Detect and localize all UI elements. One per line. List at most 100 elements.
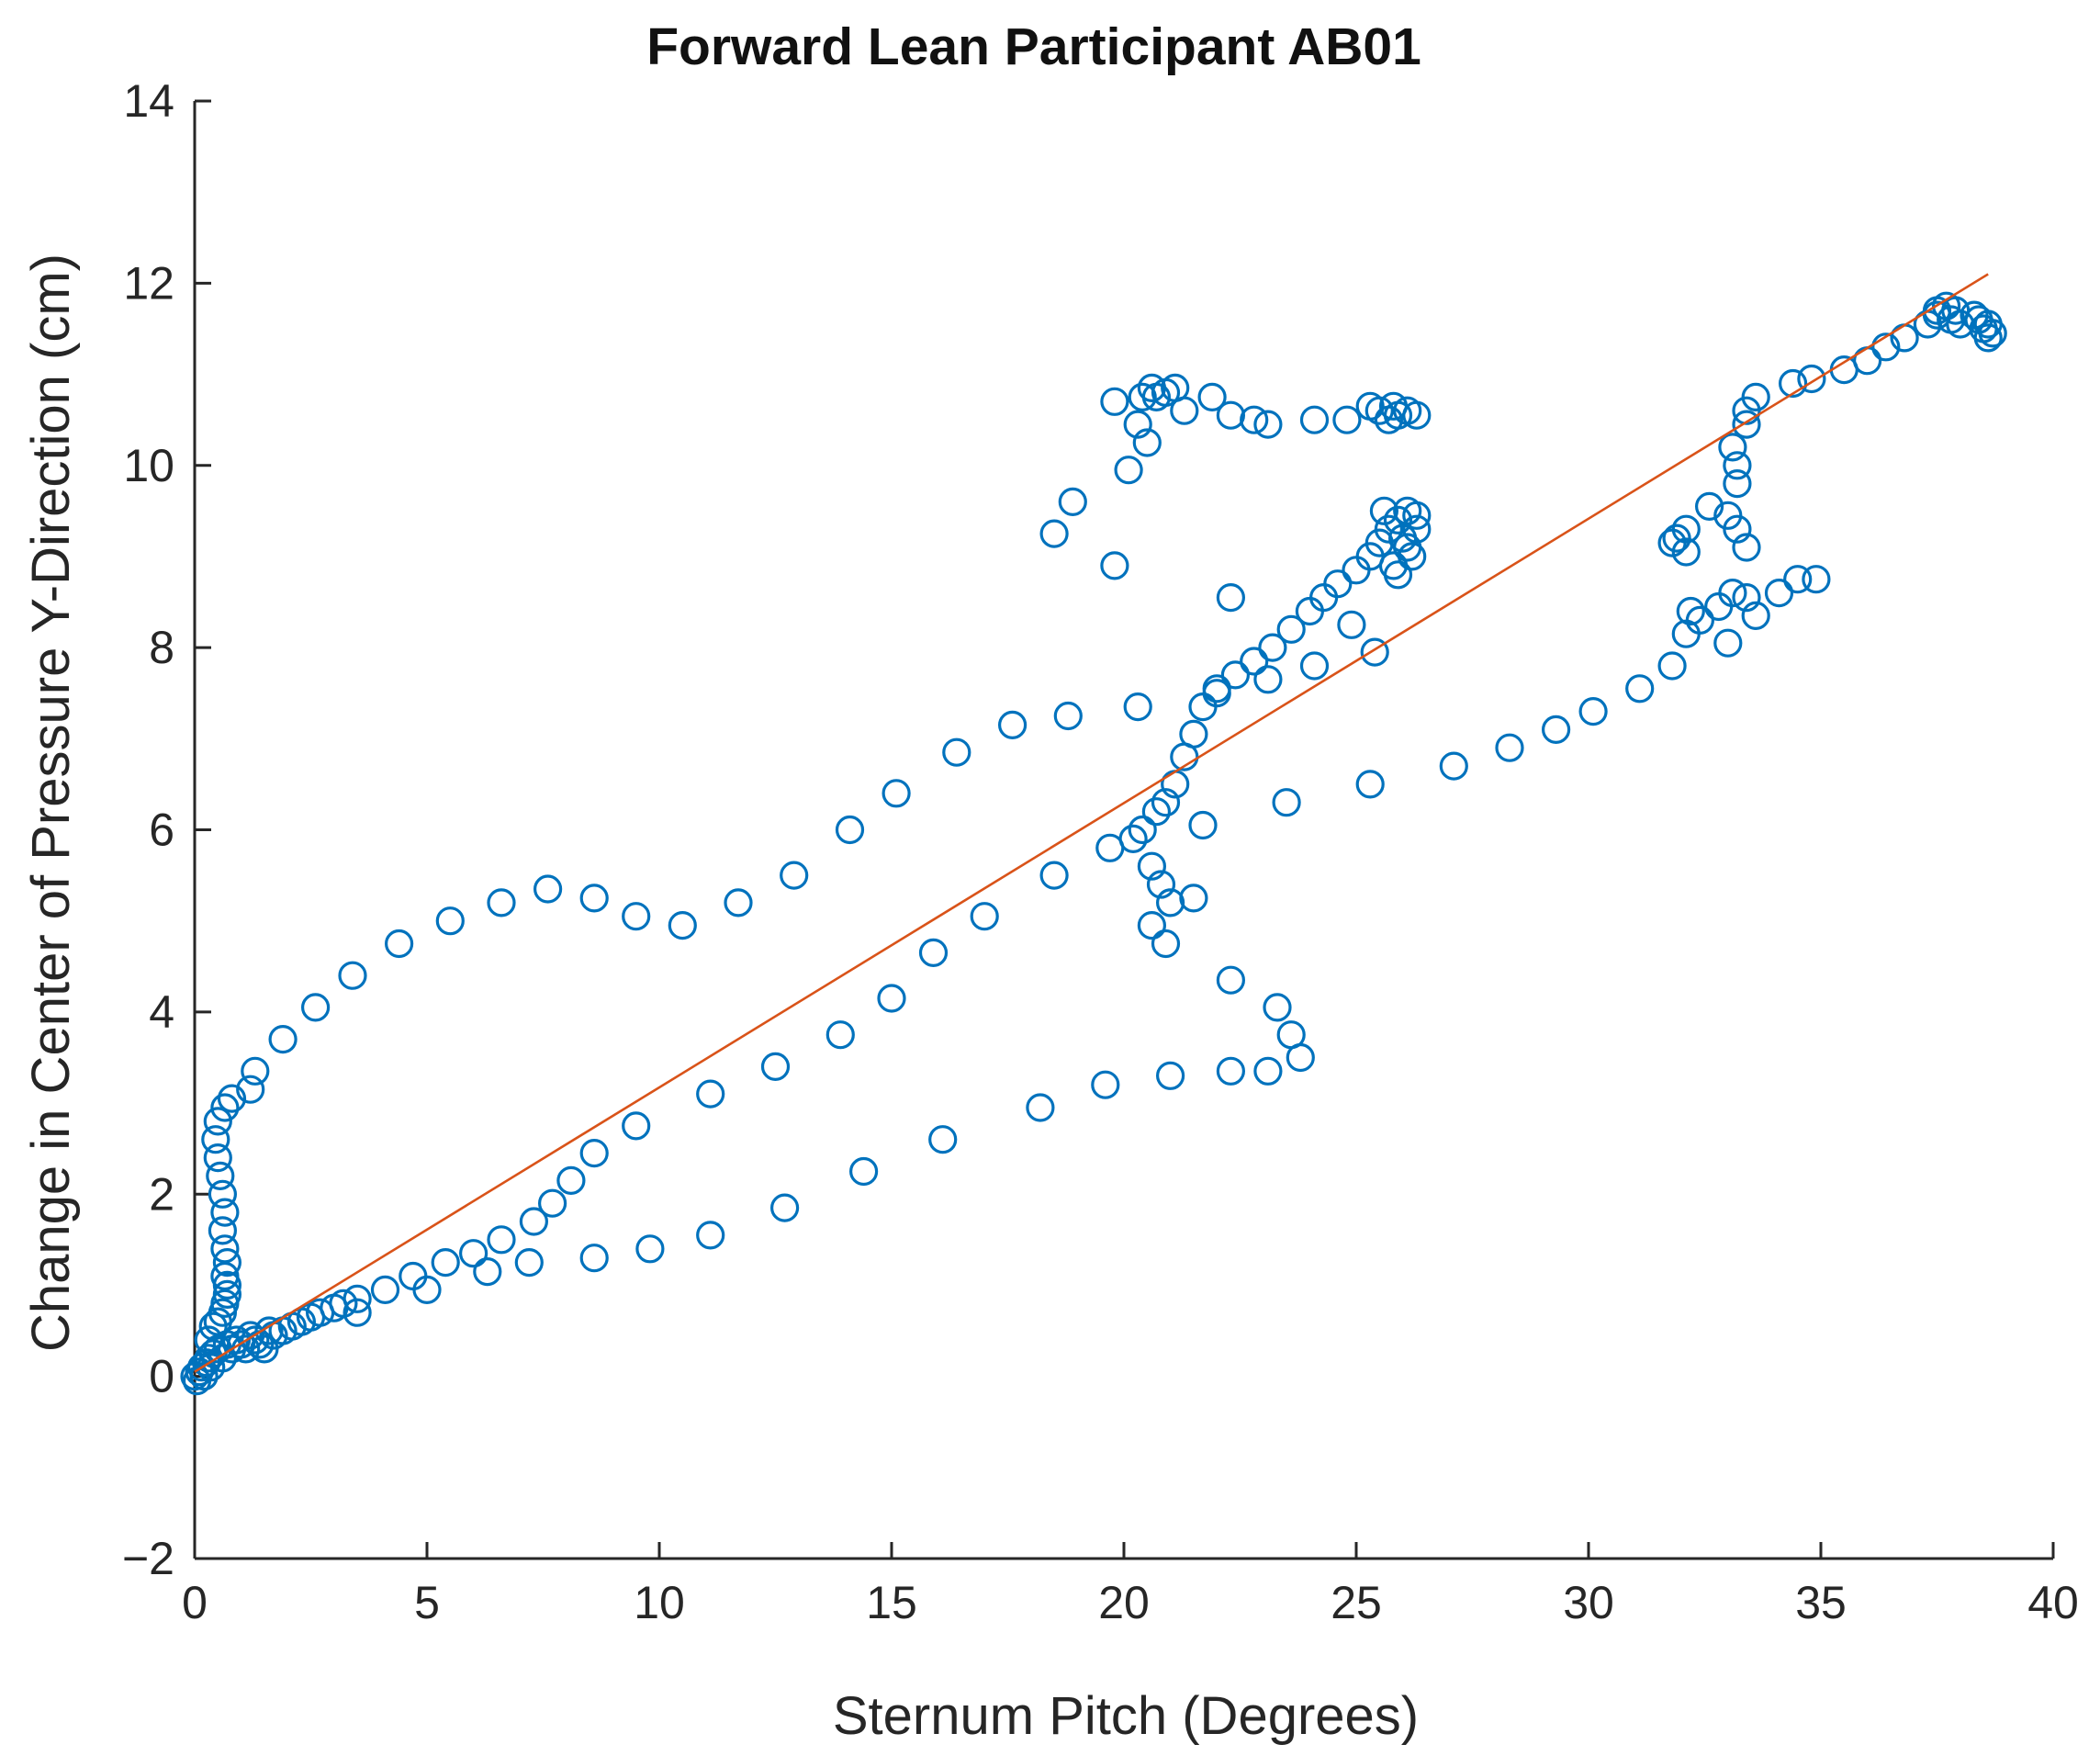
data-point (1378, 391, 1409, 421)
data-point (343, 1284, 372, 1313)
x-tick-label: 35 (1795, 1577, 1847, 1628)
data-point (487, 888, 516, 917)
data-point (1704, 591, 1734, 622)
data-point (1216, 582, 1246, 613)
data-point (1973, 323, 2003, 353)
data-point (301, 993, 331, 1022)
data-point (1100, 551, 1129, 580)
data-point (1132, 428, 1162, 457)
data-point (668, 910, 697, 940)
data-point (1797, 364, 1826, 394)
data-point (1053, 701, 1083, 731)
data-point (1718, 433, 1747, 462)
data-point (1141, 382, 1172, 411)
data-point (1216, 1056, 1246, 1086)
data-point (1332, 405, 1362, 434)
data-point (1100, 387, 1129, 416)
data-point (1694, 491, 1724, 522)
data-point (1402, 501, 1432, 530)
data-point (579, 1244, 609, 1273)
data-point (1058, 487, 1087, 517)
data-point (1741, 601, 1770, 631)
data-point (1360, 637, 1389, 667)
data-point (1625, 674, 1655, 704)
data-point (1263, 993, 1292, 1022)
data-point (724, 888, 753, 917)
data-point (1713, 628, 1743, 658)
data-point (435, 906, 465, 936)
data-point (825, 1020, 855, 1050)
data-point (1922, 296, 1952, 325)
data-point (1671, 514, 1701, 544)
data-point (1783, 565, 1813, 594)
data-point (1026, 1093, 1055, 1122)
data-point (579, 884, 609, 913)
data-point (487, 1225, 516, 1255)
data-point (1253, 1056, 1283, 1086)
data-point (1039, 861, 1069, 890)
data-point (1383, 560, 1413, 590)
data-point (696, 1079, 725, 1109)
data-point (1383, 505, 1413, 535)
data-point (928, 1125, 958, 1154)
data-points (180, 291, 2007, 1396)
data-point (1216, 965, 1246, 995)
data-point (1151, 788, 1181, 817)
data-point (1128, 815, 1157, 845)
data-point (1039, 519, 1069, 548)
data-point (1764, 578, 1794, 608)
data-point (254, 1316, 284, 1345)
data-point (780, 861, 809, 890)
data-point (1741, 382, 1770, 411)
y-tick-label: 0 (149, 1351, 174, 1402)
fit-line-group (194, 273, 1989, 1373)
data-point (1541, 715, 1571, 745)
data-point (1141, 797, 1172, 827)
data-point (848, 1156, 879, 1187)
data-point (221, 1325, 252, 1355)
x-tick-label: 5 (414, 1577, 440, 1628)
data-point (1253, 665, 1283, 694)
data-point (1802, 565, 1831, 594)
data-point (201, 1125, 230, 1154)
x-tick-label: 25 (1331, 1577, 1382, 1628)
data-point (1155, 1061, 1185, 1090)
y-tick-label: 4 (149, 986, 174, 1038)
data-point (1240, 647, 1269, 676)
fit-line (194, 273, 1989, 1373)
data-point (329, 1289, 358, 1318)
data-point (194, 1325, 223, 1355)
data-point (208, 1216, 237, 1245)
data-point (1439, 751, 1468, 781)
data-point (1188, 692, 1218, 722)
data-point (1676, 596, 1705, 626)
data-point (1671, 537, 1701, 567)
data-point (769, 1193, 800, 1222)
data-point (1299, 651, 1330, 681)
data-point (1718, 578, 1747, 608)
x-tick-label: 20 (1098, 1577, 1150, 1628)
data-point (210, 1261, 240, 1291)
data-point (1272, 788, 1301, 817)
data-point (1308, 582, 1339, 613)
data-point (1937, 305, 1966, 334)
data-point (1286, 1042, 1315, 1073)
y-axis-label: Change in Center of Pressure Y-Direction… (21, 253, 81, 1352)
x-tick-label: 0 (182, 1577, 208, 1628)
data-point (1151, 929, 1181, 959)
data-point (210, 1093, 240, 1122)
data-point (1258, 633, 1287, 662)
data-point (1402, 514, 1432, 544)
data-point (208, 1179, 237, 1209)
data-point (1671, 619, 1701, 648)
y-tick-label: −2 (122, 1533, 174, 1584)
data-point (918, 938, 949, 968)
x-tick-label: 10 (634, 1577, 685, 1628)
data-point (473, 1256, 502, 1287)
data-point (241, 1325, 270, 1355)
data-point (1355, 770, 1385, 799)
data-point (1123, 410, 1152, 439)
data-point (1732, 582, 1761, 613)
